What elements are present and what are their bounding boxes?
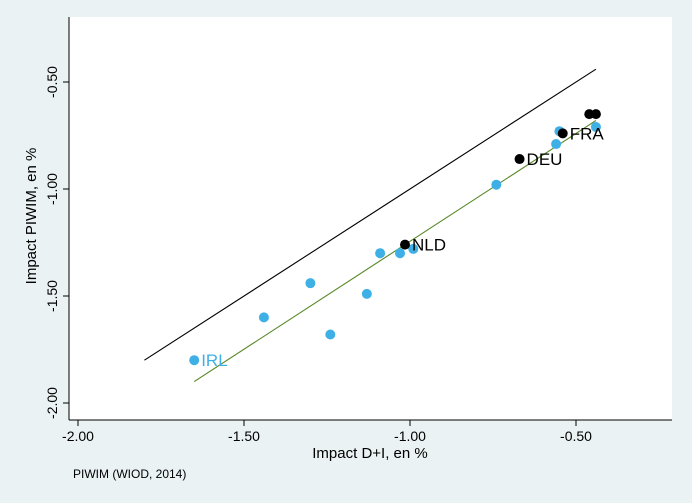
scatter-point bbox=[514, 154, 525, 165]
point-label: NLD bbox=[412, 236, 446, 255]
fit-line bbox=[193, 120, 597, 383]
x-ticks: -2.00 -1.50 -1.00 -0.50 bbox=[62, 420, 592, 444]
scatter-point bbox=[361, 288, 372, 299]
y-tick-label: -0.50 bbox=[44, 66, 60, 98]
scatter-point bbox=[258, 312, 269, 323]
point-labels: IRL NLD DEU FRA bbox=[201, 124, 604, 370]
point-label: IRL bbox=[201, 351, 227, 370]
x-tick-label: -2.00 bbox=[62, 428, 94, 444]
scatter-point bbox=[400, 239, 411, 250]
fit-line bbox=[144, 68, 597, 361]
scatter-point bbox=[325, 329, 336, 340]
point-label: FRA bbox=[570, 124, 605, 143]
scatter-point bbox=[408, 243, 419, 254]
y-axis-title: Impact PIWIM, en % bbox=[23, 148, 40, 285]
y-ticks: -0.50 -1.00 -1.50 -2.00 bbox=[44, 66, 69, 419]
scatter-point bbox=[375, 248, 386, 259]
scatter-point bbox=[189, 355, 200, 366]
x-tick-label: -0.50 bbox=[560, 428, 592, 444]
scatter-point bbox=[590, 109, 601, 120]
scatter-point bbox=[590, 121, 601, 132]
scatter-point bbox=[551, 139, 562, 150]
data-points bbox=[189, 109, 601, 366]
source-note: PIWIM (WIOD, 2014) bbox=[73, 467, 186, 481]
plot-area bbox=[69, 17, 672, 420]
scatter-point bbox=[557, 128, 568, 139]
y-tick-label: -1.50 bbox=[44, 280, 60, 312]
point-label: DEU bbox=[527, 150, 563, 169]
y-tick-label: -1.00 bbox=[44, 173, 60, 205]
scatter-point bbox=[305, 278, 316, 289]
x-tick-label: -1.50 bbox=[228, 428, 260, 444]
scatter-point bbox=[491, 179, 502, 190]
y-tick-label: -2.00 bbox=[44, 387, 60, 419]
scatter-point bbox=[395, 248, 406, 259]
x-tick-label: -1.00 bbox=[394, 428, 426, 444]
fit-lines bbox=[144, 68, 597, 383]
x-axis-title: Impact D+I, en % bbox=[312, 445, 427, 462]
